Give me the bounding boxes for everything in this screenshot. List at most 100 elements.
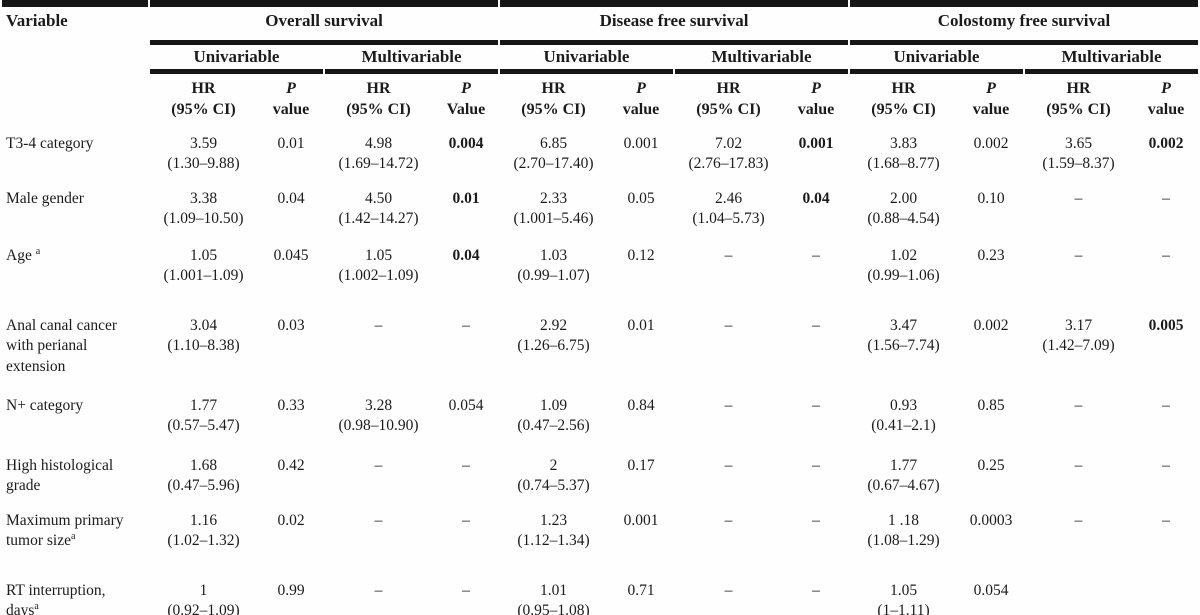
table-row: High histological grade 1.68 (0.47–5.96) 0.… xyxy=(2,449,1198,504)
stat-header-line1: HR xyxy=(1066,80,1091,97)
p-value-cell: 0.10 xyxy=(977,190,1005,207)
model-header-row: Univariable Multivariable Univariable Mu… xyxy=(2,45,1199,74)
hr-value: 1.02 xyxy=(889,247,918,264)
hr-value: – xyxy=(374,582,383,599)
stat-header-line1: HR xyxy=(191,80,216,97)
stat-header-line1: HR xyxy=(541,80,566,97)
stat-header-line1: P xyxy=(986,80,996,97)
hr-ci-cell: – xyxy=(675,389,782,449)
hr-value: 3.28 xyxy=(364,397,393,414)
ci-value: (0.88–4.54) xyxy=(867,210,940,228)
stat-header-line1: HR xyxy=(366,80,391,97)
hr-value: 0.93 xyxy=(889,397,918,414)
hr-ci-cell: 1 (0.92–1.09) xyxy=(150,574,257,615)
p-value-cell: – xyxy=(812,247,820,264)
hr-ci-cell: – xyxy=(675,574,782,615)
ci-value: (1.09–10.50) xyxy=(163,210,244,228)
hr-ci-cell: 6.85 (2.70–17.40) xyxy=(500,127,607,182)
ci-value: (1.001–5.46) xyxy=(513,210,594,228)
hr-ci-cell: 1.05 (1.002–1.09) xyxy=(325,239,432,309)
ci-value: (1.002–1.09) xyxy=(338,267,419,285)
p-value-cell: 0.01 xyxy=(277,135,305,152)
group-header-row: Variable Overall survival Disease free s… xyxy=(2,0,1199,45)
p-value-cell: – xyxy=(1162,190,1170,207)
table-row: Age a 1.05 (1.001–1.09) 0.045 1.05 (1.002–1.0… xyxy=(2,239,1198,309)
p-value-cell: 0.04 xyxy=(802,190,830,207)
variable-cell: High histological grade xyxy=(6,457,114,495)
hr-ci-cell: – xyxy=(1025,504,1132,574)
subheader-cfs-multivariable: Multivariable xyxy=(1025,45,1199,74)
p-value-cell: – xyxy=(1162,512,1170,529)
subheader-dfs-univariable: Univariable xyxy=(500,45,674,74)
ci-value: (2.76–17.83) xyxy=(688,155,769,173)
p-value-cell: 0.17 xyxy=(627,457,655,474)
p-value-cell: 0.04 xyxy=(277,190,305,207)
hr-ci-cell: 1.03 (0.99–1.07) xyxy=(500,239,607,309)
table-row: Male gender 3.38 (1.09–10.50) 0.04 4.50 (1.42… xyxy=(2,182,1198,239)
hr-value: 3.17 xyxy=(1064,317,1093,334)
p-value-cell: 0.001 xyxy=(623,135,659,152)
ci-value: (0.47–5.96) xyxy=(167,477,240,495)
hr-ci-cell: 2.33 (1.001–5.46) xyxy=(500,182,607,239)
hr-ci-cell: 0.93 (0.41–2.1) xyxy=(850,389,957,449)
hr-ci-cell: 7.02 (2.76–17.83) xyxy=(675,127,782,182)
ci-value: (1.59–8.37) xyxy=(1042,155,1115,173)
column-header-p-value: P Value xyxy=(434,74,498,127)
hr-value: – xyxy=(1074,397,1083,414)
hr-ci-cell: 1.68 (0.47–5.96) xyxy=(150,449,257,504)
stat-header-line2: value xyxy=(972,100,1010,118)
ci-value: (1.10–8.38) xyxy=(167,337,240,355)
stat-header-line1: HR xyxy=(716,80,741,97)
hr-value: 6.85 xyxy=(539,135,568,152)
hr-value: 2.92 xyxy=(539,317,568,334)
ci-value: (1.12–1.34) xyxy=(517,532,590,550)
column-header-hr-ci: HR (95% CI) xyxy=(500,74,607,127)
p-value-cell: – xyxy=(812,512,820,529)
p-value-cell: 0.002 xyxy=(973,135,1009,152)
ci-value: (1.30–9.88) xyxy=(167,155,240,173)
hr-value: 2.00 xyxy=(889,190,918,207)
p-value-cell: 0.004 xyxy=(448,135,484,152)
ci-value: (1.001–1.09) xyxy=(163,267,244,285)
ci-value: (0.99–1.06) xyxy=(867,267,940,285)
ci-value: (0.95–1.08) xyxy=(517,602,590,615)
hr-ci-cell: 4.98 (1.69–14.72) xyxy=(325,127,432,182)
variable-cell: T3-4 category xyxy=(6,135,94,152)
hr-value: 1.05 xyxy=(189,247,218,264)
table-row: N+ category 1.77 (0.57–5.47) 0.33 3.28 (0.98–… xyxy=(2,389,1198,449)
hr-value: 3.59 xyxy=(189,135,218,152)
variable-cell: N+ category xyxy=(6,397,84,414)
p-value-cell: 0.002 xyxy=(1148,135,1184,152)
hr-ci-cell: – xyxy=(1025,389,1132,449)
table-row: Anal canal cancer with perianal extensio… xyxy=(2,309,1198,389)
hr-ci-cell: – xyxy=(325,504,432,574)
stat-header-line1: P xyxy=(1161,80,1171,97)
hr-value: 2.33 xyxy=(539,190,568,207)
hr-ci-cell: 3.59 (1.30–9.88) xyxy=(150,127,257,182)
p-value-cell: 0.001 xyxy=(623,512,659,529)
hr-value: 1.77 xyxy=(889,457,918,474)
variable-cell: Anal canal cancer with perianal extensio… xyxy=(6,317,118,375)
hr-value: 1.05 xyxy=(889,582,918,599)
ci-value: (0.99–1.07) xyxy=(517,267,590,285)
p-value-cell: 0.23 xyxy=(977,247,1005,264)
p-value-cell: – xyxy=(812,457,820,474)
p-value-cell: 0.42 xyxy=(277,457,305,474)
hr-value: – xyxy=(724,457,733,474)
ci-value: (1.08–1.29) xyxy=(867,532,940,550)
stat-header-line1: P xyxy=(811,80,821,97)
group-header-overall-survival: Overall survival xyxy=(150,0,499,45)
hr-ci-cell: – xyxy=(1025,239,1132,309)
column-header-hr-ci: HR (95% CI) xyxy=(850,74,957,127)
hr-ci-cell: – xyxy=(675,504,782,574)
hr-ci-cell: – xyxy=(325,574,432,615)
stat-header-line2: value xyxy=(1147,100,1185,118)
column-header-hr-ci: HR (95% CI) xyxy=(675,74,782,127)
ci-value: (1–1.11) xyxy=(877,602,930,615)
hr-value: 1.03 xyxy=(539,247,568,264)
stat-header-line2: value xyxy=(797,100,835,118)
stat-header-line1: HR xyxy=(891,80,916,97)
hr-value: 4.98 xyxy=(364,135,393,152)
